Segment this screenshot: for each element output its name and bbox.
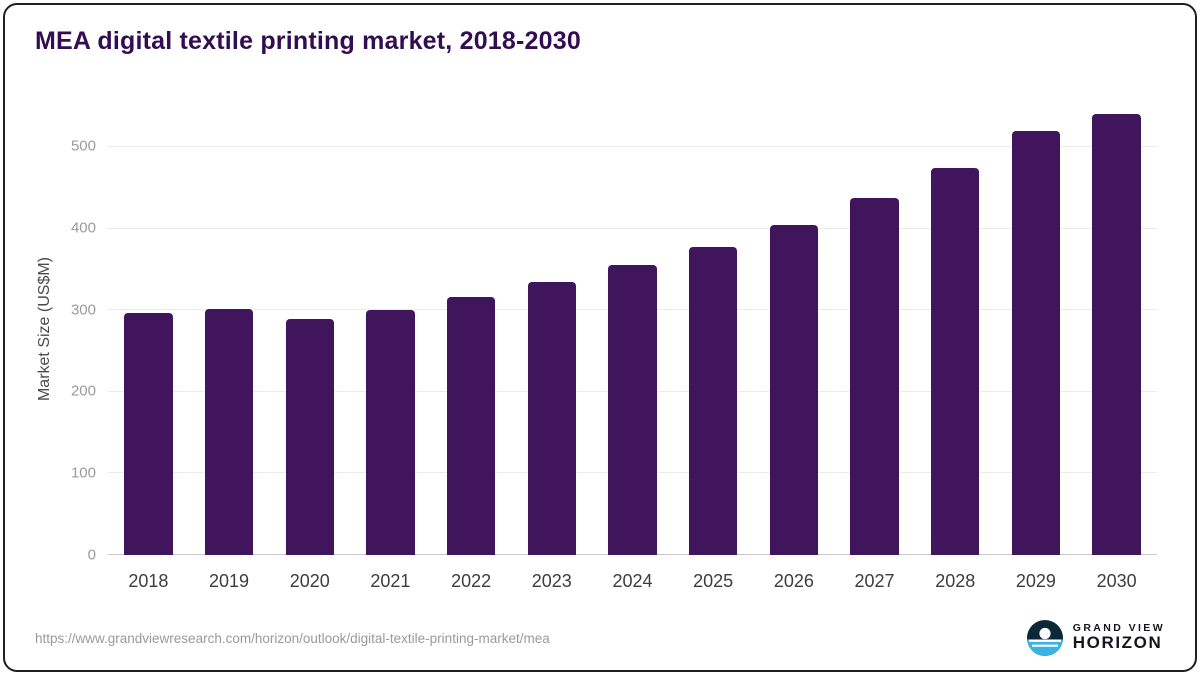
x-label-2025: 2025 bbox=[693, 571, 734, 591]
bar-slot-2020 bbox=[269, 98, 350, 555]
bar-slot-2026 bbox=[754, 98, 835, 555]
x-label-2029: 2029 bbox=[1015, 571, 1056, 591]
bar-2024 bbox=[608, 265, 657, 555]
bar-2026 bbox=[769, 225, 819, 555]
x-label-2018: 2018 bbox=[128, 571, 169, 591]
bar-2027 bbox=[850, 198, 899, 555]
y-tick-label-300: 300 bbox=[70, 301, 96, 319]
x-label-2021: 2021 bbox=[370, 571, 411, 591]
bar-slot-2025 bbox=[673, 98, 754, 555]
brand-text: GRAND VIEW HORIZON bbox=[1072, 621, 1165, 653]
y-tick-label-500: 500 bbox=[70, 137, 96, 155]
bar-slot-2028 bbox=[915, 98, 996, 555]
source-url: https://www.grandviewresearch.com/horizo… bbox=[35, 630, 550, 646]
x-axis-labels: 2018 2019 2020 2021 2022 2023 2024 2025 2026 2027… bbox=[108, 571, 1157, 592]
brand-name-top: GRAND VIEW bbox=[1072, 621, 1165, 634]
bar-2028 bbox=[931, 168, 980, 555]
chart-card: MEA digital textile printing market, 201… bbox=[3, 3, 1197, 672]
y-axis-title: Market Size (US$M) bbox=[36, 256, 53, 402]
bar-2022 bbox=[446, 297, 496, 555]
x-label-2027: 2027 bbox=[854, 571, 895, 591]
plot-area: 0 100 200 300 400 500 bbox=[71, 98, 1157, 563]
bar-2020 bbox=[285, 319, 334, 555]
x-label-2022: 2022 bbox=[451, 571, 492, 591]
bar-2021 bbox=[366, 310, 415, 555]
brand-name-bottom: HORIZON bbox=[1072, 633, 1163, 653]
y-tick-label-200: 200 bbox=[70, 382, 96, 400]
y-tick-label-100: 100 bbox=[70, 464, 96, 482]
bar-2018 bbox=[124, 313, 173, 555]
x-label-2024: 2024 bbox=[612, 571, 653, 591]
bar-slot-2021 bbox=[350, 98, 431, 555]
bar-slot-2022 bbox=[431, 98, 512, 555]
gridline-500: 500 bbox=[71, 138, 1157, 155]
bar-slot-2030 bbox=[1076, 98, 1157, 555]
bar-2030 bbox=[1092, 113, 1141, 555]
bar-slot-2027 bbox=[834, 98, 915, 555]
y-tick-label-400: 400 bbox=[70, 219, 96, 237]
bar-2019 bbox=[204, 309, 254, 555]
chart-title: MEA digital textile printing market, 201… bbox=[35, 27, 581, 55]
grand-view-horizon-logo-icon bbox=[1026, 620, 1063, 656]
x-label-2020: 2020 bbox=[289, 571, 330, 591]
x-label-2026: 2026 bbox=[773, 571, 814, 591]
bar-2025 bbox=[688, 246, 738, 555]
bar-2023 bbox=[527, 282, 576, 555]
bar-slot-2018 bbox=[108, 98, 189, 555]
x-label-2028: 2028 bbox=[935, 571, 976, 591]
bar-2029 bbox=[1011, 131, 1061, 555]
bar-slot-2023 bbox=[511, 98, 592, 555]
footer: https://www.grandviewresearch.com/horizo… bbox=[35, 620, 1165, 656]
bars bbox=[108, 98, 1157, 555]
x-label-2030: 2030 bbox=[1096, 571, 1137, 591]
x-label-2019: 2019 bbox=[209, 571, 250, 591]
x-label-2023: 2023 bbox=[531, 571, 572, 591]
brand: GRAND VIEW HORIZON bbox=[1026, 620, 1165, 656]
gridline-400: 400 bbox=[71, 220, 1157, 237]
y-tick-label-0: 0 bbox=[87, 546, 96, 563]
bar-slot-2024 bbox=[592, 98, 673, 555]
bar-slot-2029 bbox=[996, 98, 1077, 555]
bar-slot-2019 bbox=[189, 98, 270, 555]
